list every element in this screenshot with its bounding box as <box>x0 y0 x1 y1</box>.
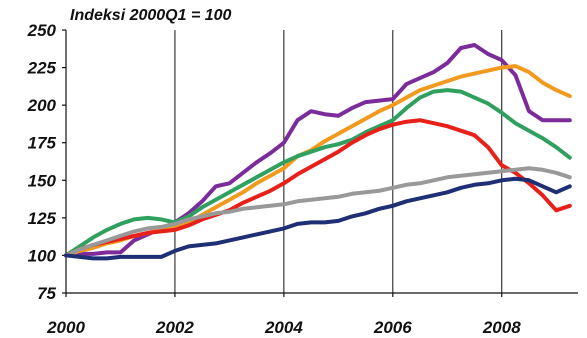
x-tick-label-2002: 2002 <box>155 318 194 337</box>
series-line-6 <box>64 176 572 261</box>
y-tick-label-200: 200 <box>27 96 57 115</box>
series-line-4 <box>64 118 572 258</box>
y-tick-label-225: 225 <box>27 59 57 78</box>
axes <box>62 29 578 297</box>
x-tick-label-2000: 2000 <box>46 318 85 337</box>
y-tick-labels: 75 100 125 150 175 200 225 250 <box>27 21 57 303</box>
x-tick-label-2008: 2008 <box>482 318 521 337</box>
y-tick-label-150: 150 <box>28 171 57 190</box>
grid-lines <box>174 30 503 293</box>
y-tick-label-125: 125 <box>28 209 57 228</box>
y-tick-label-100: 100 <box>28 246 57 265</box>
index-base-label: Indeksi 2000Q1 = 100 <box>70 7 232 24</box>
series-lines <box>64 43 572 261</box>
y-tick-label-250: 250 <box>27 21 57 40</box>
y-tick-label-175: 175 <box>28 134 57 153</box>
x-tick-label-2004: 2004 <box>264 318 303 337</box>
x-tick-labels: 2000 2002 2004 2006 2008 <box>46 318 521 337</box>
y-tick-label-75: 75 <box>37 284 56 303</box>
x-tick-label-2006: 2006 <box>373 318 412 337</box>
series-line-3 <box>64 88 572 258</box>
series-line-5 <box>64 166 572 258</box>
